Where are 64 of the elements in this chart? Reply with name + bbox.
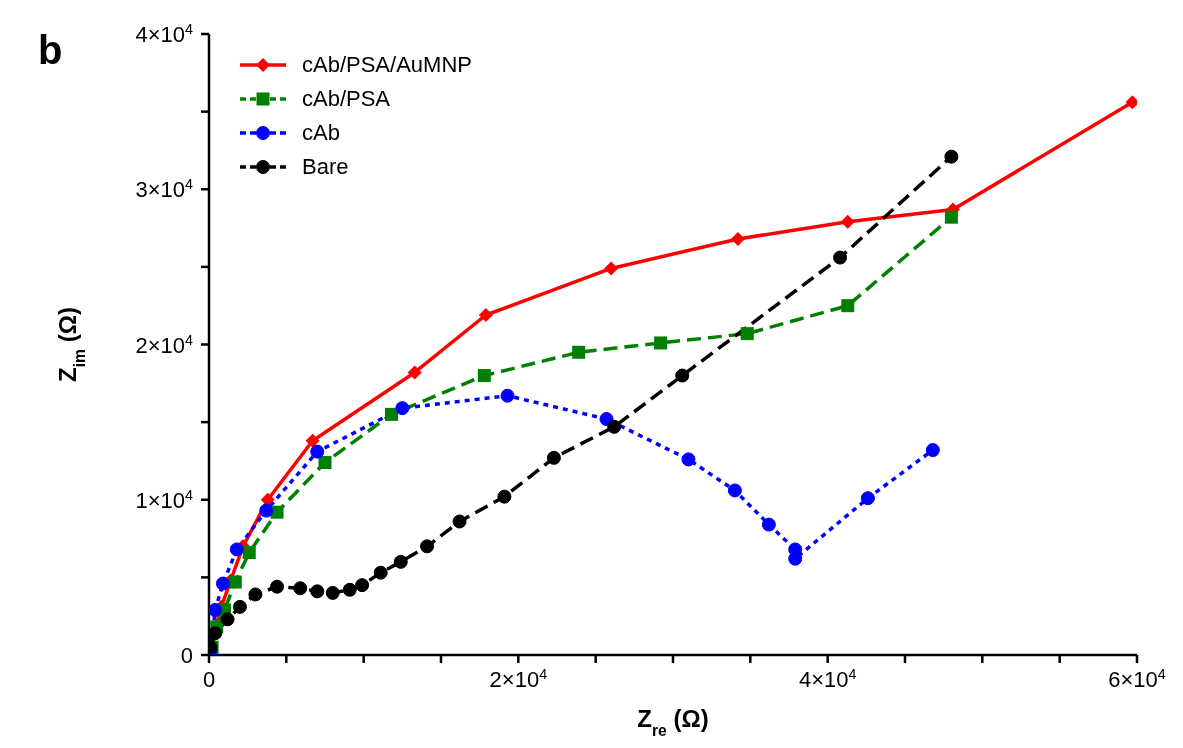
legend-label: Bare <box>302 154 349 180</box>
point <box>318 455 332 469</box>
point <box>500 388 515 403</box>
point <box>310 584 325 599</box>
point <box>355 578 370 593</box>
point <box>310 444 325 459</box>
point <box>654 336 668 350</box>
x-tick-label: 4×10$^{4}$ <box>798 666 857 692</box>
x-tick-label: 2×10$^{4}$ <box>489 666 548 692</box>
point <box>841 299 855 313</box>
point <box>607 419 622 434</box>
point <box>730 231 745 246</box>
point <box>604 261 619 276</box>
point <box>242 546 256 560</box>
point <box>944 149 959 164</box>
x-tick-label: 0 <box>202 667 216 692</box>
point <box>215 576 230 591</box>
point <box>477 369 491 383</box>
point <box>393 554 408 569</box>
point <box>833 250 848 265</box>
point <box>293 581 308 596</box>
point <box>681 452 696 467</box>
point <box>478 308 493 322</box>
point <box>546 450 561 465</box>
text: b <box>38 28 63 73</box>
x-axis-title: Z$_{re}$ (Ω) <box>637 705 709 739</box>
point <box>420 539 435 554</box>
point <box>305 433 320 448</box>
point <box>727 483 742 498</box>
x-tick-label: 6×10$^{4}$ <box>1108 666 1166 692</box>
y-tick-label: 4×10$^{4}$ <box>135 21 194 47</box>
point <box>497 489 512 504</box>
point <box>944 210 958 224</box>
point <box>248 587 263 602</box>
point <box>395 401 410 416</box>
point <box>407 365 422 380</box>
point <box>209 602 223 617</box>
point <box>220 612 235 627</box>
point <box>270 579 285 594</box>
point <box>325 585 340 600</box>
point <box>385 407 399 421</box>
legend-label: cAb/PSA <box>302 86 391 112</box>
point <box>572 345 586 359</box>
point <box>860 491 875 506</box>
point <box>925 443 940 458</box>
y-tick-label: 0 <box>180 643 193 668</box>
point <box>342 582 357 597</box>
point <box>260 492 275 507</box>
point <box>270 505 284 519</box>
point <box>229 542 244 557</box>
point <box>840 214 855 229</box>
y-tick-label: 2×10$^{4}$ <box>135 331 194 358</box>
point <box>740 327 754 341</box>
y-tick-label: 3×10$^{4}$ <box>135 176 194 203</box>
point <box>373 565 388 580</box>
point <box>259 503 274 518</box>
point <box>228 575 242 589</box>
point <box>675 368 690 383</box>
legend-label: cAb <box>302 120 340 146</box>
legend-label: cAb/PSA/AuMNP <box>302 52 472 78</box>
y-tick-label: 1×10$^{4}$ <box>135 486 194 513</box>
point <box>452 514 467 529</box>
point <box>232 599 247 614</box>
point <box>761 517 776 532</box>
